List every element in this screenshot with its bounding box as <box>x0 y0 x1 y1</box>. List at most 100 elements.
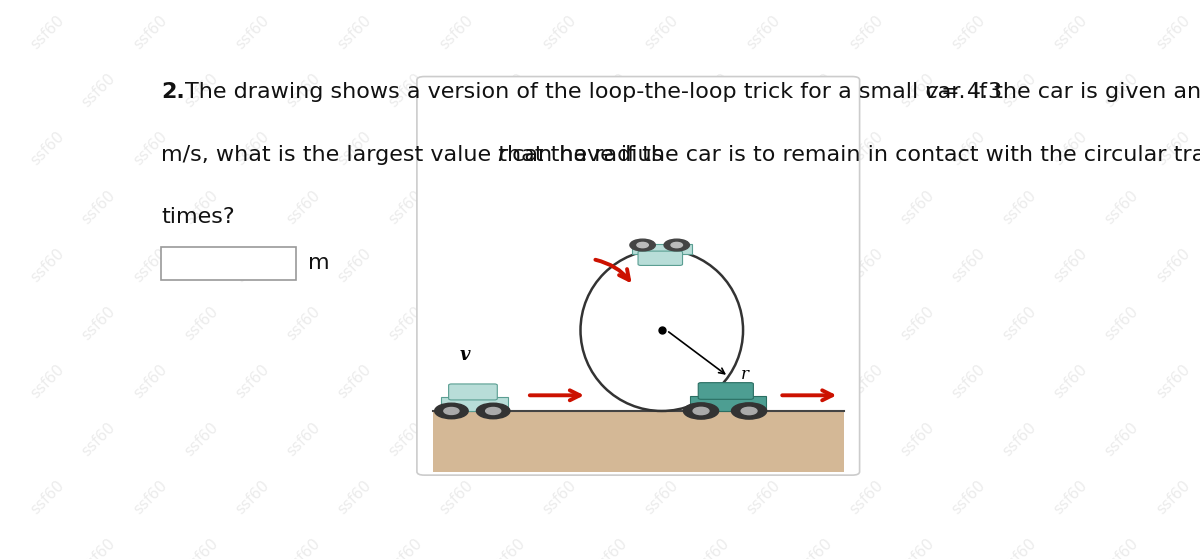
Text: ssf60: ssf60 <box>335 13 374 53</box>
Text: ssf60: ssf60 <box>1102 420 1141 459</box>
Text: ssf60: ssf60 <box>1000 71 1039 111</box>
Text: ssf60: ssf60 <box>1000 420 1039 459</box>
Text: ssf60: ssf60 <box>692 71 732 111</box>
Circle shape <box>732 403 767 419</box>
Text: ssf60: ssf60 <box>898 304 937 343</box>
Circle shape <box>434 403 468 419</box>
Text: ssf60: ssf60 <box>79 187 119 227</box>
Text: ssf60: ssf60 <box>1102 536 1141 559</box>
Text: ssf60: ssf60 <box>488 71 528 111</box>
Circle shape <box>444 408 458 414</box>
Circle shape <box>671 243 683 248</box>
Text: times?: times? <box>161 207 235 227</box>
FancyBboxPatch shape <box>442 397 508 411</box>
Text: ssf60: ssf60 <box>79 536 119 559</box>
Text: ssf60: ssf60 <box>79 304 119 343</box>
Text: = 4.3: = 4.3 <box>934 82 1002 102</box>
Text: ssf60: ssf60 <box>949 13 988 53</box>
Text: ssf60: ssf60 <box>488 536 528 559</box>
Text: ssf60: ssf60 <box>590 304 630 343</box>
Text: ssf60: ssf60 <box>846 362 886 401</box>
Text: ssf60: ssf60 <box>1153 362 1193 401</box>
Text: ssf60: ssf60 <box>590 187 630 227</box>
Text: ssf60: ssf60 <box>488 304 528 343</box>
Text: ssf60: ssf60 <box>590 536 630 559</box>
Text: ssf60: ssf60 <box>283 304 323 343</box>
Text: ssf60: ssf60 <box>437 362 476 401</box>
Text: ssf60: ssf60 <box>949 129 988 169</box>
Text: ssf60: ssf60 <box>642 362 682 401</box>
Text: ssf60: ssf60 <box>590 420 630 459</box>
Text: ssf60: ssf60 <box>846 13 886 53</box>
Text: ssf60: ssf60 <box>744 245 784 285</box>
Text: ssf60: ssf60 <box>692 536 732 559</box>
Text: ssf60: ssf60 <box>744 13 784 53</box>
Text: ssf60: ssf60 <box>1051 245 1091 285</box>
Text: ssf60: ssf60 <box>386 536 426 559</box>
Text: ssf60: ssf60 <box>335 245 374 285</box>
Text: ssf60: ssf60 <box>1051 478 1091 517</box>
Text: ssf60: ssf60 <box>181 71 221 111</box>
Circle shape <box>742 408 757 415</box>
Text: ssf60: ssf60 <box>1051 362 1091 401</box>
Text: ssf60: ssf60 <box>744 129 784 169</box>
Text: ssf60: ssf60 <box>1000 187 1039 227</box>
Text: ssf60: ssf60 <box>898 536 937 559</box>
Text: ssf60: ssf60 <box>540 245 578 285</box>
Text: ssf60: ssf60 <box>233 478 272 517</box>
Text: ssf60: ssf60 <box>386 187 426 227</box>
Text: ssf60: ssf60 <box>79 420 119 459</box>
Text: ssf60: ssf60 <box>949 245 988 285</box>
Text: ssf60: ssf60 <box>386 71 426 111</box>
Text: ssf60: ssf60 <box>28 245 67 285</box>
Text: ssf60: ssf60 <box>437 478 476 517</box>
Text: ssf60: ssf60 <box>898 71 937 111</box>
Text: ssf60: ssf60 <box>642 245 682 285</box>
Text: ssf60: ssf60 <box>590 71 630 111</box>
Text: ssf60: ssf60 <box>898 187 937 227</box>
Text: ssf60: ssf60 <box>131 13 169 53</box>
Text: ssf60: ssf60 <box>233 362 272 401</box>
Text: ssf60: ssf60 <box>181 187 221 227</box>
Text: ssf60: ssf60 <box>233 13 272 53</box>
Text: ssf60: ssf60 <box>181 304 221 343</box>
FancyBboxPatch shape <box>690 396 766 411</box>
Text: ssf60: ssf60 <box>131 478 169 517</box>
Text: ssf60: ssf60 <box>283 187 323 227</box>
Text: ssf60: ssf60 <box>642 13 682 53</box>
Text: ssf60: ssf60 <box>898 420 937 459</box>
Text: ssf60: ssf60 <box>283 420 323 459</box>
Text: m/s, what is the largest value that the radius: m/s, what is the largest value that the … <box>161 145 671 164</box>
Text: ssf60: ssf60 <box>744 478 784 517</box>
Circle shape <box>664 239 690 251</box>
Text: ssf60: ssf60 <box>335 478 374 517</box>
Text: ssf60: ssf60 <box>1153 478 1193 517</box>
Text: ssf60: ssf60 <box>540 362 578 401</box>
Text: ssf60: ssf60 <box>692 304 732 343</box>
Text: ssf60: ssf60 <box>131 129 169 169</box>
Circle shape <box>637 243 648 248</box>
Text: ssf60: ssf60 <box>1000 536 1039 559</box>
Text: ssf60: ssf60 <box>642 478 682 517</box>
Text: ssf60: ssf60 <box>335 129 374 169</box>
Text: ssf60: ssf60 <box>488 420 528 459</box>
Text: ssf60: ssf60 <box>1102 304 1141 343</box>
Text: ssf60: ssf60 <box>28 478 67 517</box>
Text: r: r <box>740 366 749 383</box>
Text: ssf60: ssf60 <box>28 13 67 53</box>
FancyBboxPatch shape <box>449 384 497 400</box>
Text: ssf60: ssf60 <box>28 129 67 169</box>
Text: ssf60: ssf60 <box>181 420 221 459</box>
Text: ssf60: ssf60 <box>692 187 732 227</box>
Text: The drawing shows a version of the loop-the-loop trick for a small car. If the c: The drawing shows a version of the loop-… <box>185 82 1200 102</box>
Circle shape <box>486 408 500 414</box>
Text: ssf60: ssf60 <box>131 362 169 401</box>
FancyBboxPatch shape <box>416 77 859 475</box>
Text: ssf60: ssf60 <box>283 71 323 111</box>
Text: ssf60: ssf60 <box>846 129 886 169</box>
Text: ssf60: ssf60 <box>1153 245 1193 285</box>
Text: ssf60: ssf60 <box>744 362 784 401</box>
Text: ssf60: ssf60 <box>335 362 374 401</box>
Text: ssf60: ssf60 <box>846 478 886 517</box>
Text: ssf60: ssf60 <box>796 536 835 559</box>
